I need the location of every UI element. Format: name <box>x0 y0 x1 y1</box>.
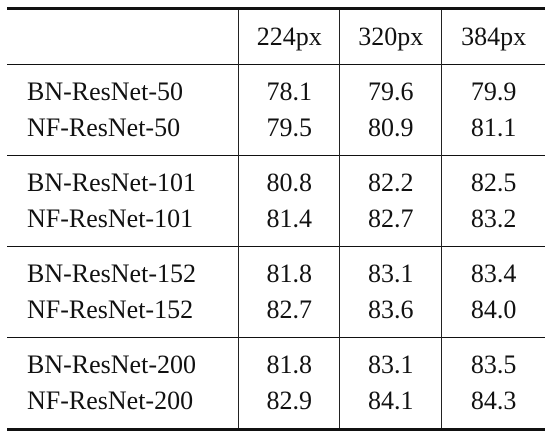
model-name: BN-ResNet-152 <box>7 246 239 292</box>
table-row: NF-ResNet-200 82.9 84.1 84.3 <box>7 383 545 431</box>
header-col-320: 320px <box>339 7 442 65</box>
table-row: BN-ResNet-152 81.8 83.1 83.4 <box>7 246 545 292</box>
value-cell: 83.1 <box>339 246 442 292</box>
model-name: NF-ResNet-101 <box>27 204 194 233</box>
value-cell: 82.2 <box>339 155 442 201</box>
table-header: 224px 320px 384px <box>7 7 545 65</box>
value-cell-bold: 79.5 <box>238 110 340 156</box>
results-table: 224px 320px 384px BN-ResNet-50 78.1 79.6… <box>7 7 545 431</box>
model-name: BN-ResNet-50 <box>7 64 239 110</box>
value-cell-bold: 84.3 <box>441 383 545 431</box>
table-row: NF-ResNet-50 79.5 80.9 81.1 <box>7 110 545 156</box>
value-cell-bold: 81.1 <box>441 110 545 156</box>
table-row: BN-ResNet-101 80.8 82.2 82.5 <box>7 155 545 201</box>
header-corner-cell <box>7 7 239 65</box>
table-row: NF-ResNet-152 82.7 83.6 84.0 <box>7 292 545 338</box>
group-resnet-50: BN-ResNet-50 78.1 79.6 79.9 NF-ResNet-50… <box>7 64 545 156</box>
group-resnet-101: BN-ResNet-101 80.8 82.2 82.5 NF-ResNet-1… <box>7 155 545 247</box>
table-row: BN-ResNet-50 78.1 79.6 79.9 <box>7 64 545 110</box>
value-cell: 81.8 <box>238 337 340 383</box>
group-resnet-200: BN-ResNet-200 81.8 83.1 83.5 NF-ResNet-2… <box>7 337 545 431</box>
value-cell: 79.9 <box>441 64 545 110</box>
model-name: BN-ResNet-101 <box>7 155 239 201</box>
value-cell-bold: 84.0 <box>441 292 545 338</box>
model-name: NF-ResNet-200 <box>7 383 239 431</box>
value-cell: 80.8 <box>238 155 340 201</box>
value-cell: 79.6 <box>339 64 442 110</box>
value-cell: 83.5 <box>441 337 545 383</box>
value-cell-bold: 82.7 <box>238 292 340 338</box>
header-row: 224px 320px 384px <box>7 7 545 65</box>
value-cell: 82.5 <box>441 155 545 201</box>
group-resnet-152: BN-ResNet-152 81.8 83.1 83.4 NF-ResNet-1… <box>7 246 545 338</box>
table-row: NF-ResNet-101 81.4 82.7 83.2 <box>7 201 545 247</box>
header-col-384: 384px <box>441 7 545 65</box>
value-cell-bold: 84.1 <box>339 383 442 431</box>
value-cell: 78.1 <box>238 64 340 110</box>
value-cell-bold: 82.9 <box>238 383 340 431</box>
header-col-224: 224px <box>238 7 340 65</box>
value-cell-bold: 81.4 <box>238 201 340 247</box>
model-name: BN-ResNet-200 <box>7 337 239 383</box>
value-cell: 81.8 <box>238 246 340 292</box>
value-cell-bold: 80.9 <box>339 110 442 156</box>
value-cell-bold: 83.6 <box>339 292 442 338</box>
model-name: NF-ResNet-50 <box>27 113 181 142</box>
model-name: NF-ResNet-152 <box>27 295 194 324</box>
table-row: BN-ResNet-200 81.8 83.1 83.5 <box>7 337 545 383</box>
value-cell: 83.1 <box>339 337 442 383</box>
value-cell-bold: 82.7 <box>339 201 442 247</box>
value-cell: 83.4 <box>441 246 545 292</box>
value-cell-bold: 83.2 <box>441 201 545 247</box>
